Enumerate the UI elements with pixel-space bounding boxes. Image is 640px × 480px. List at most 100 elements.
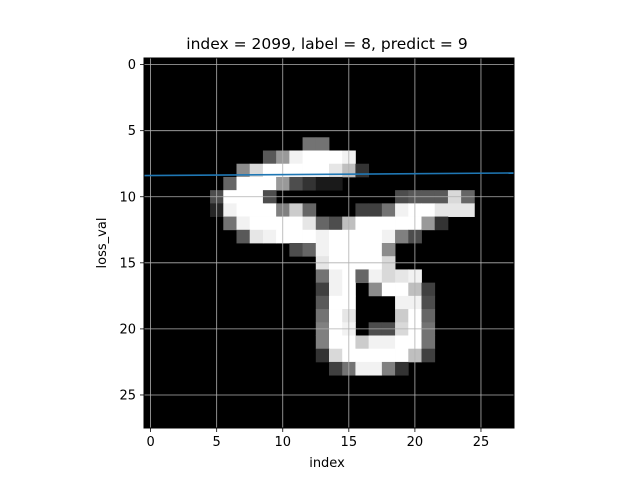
- x-tick-label: 0: [146, 435, 154, 450]
- chart-title: index = 2099, label = 8, predict = 9: [186, 35, 467, 53]
- image-pixel: [302, 163, 317, 178]
- image-pixel: [395, 229, 409, 244]
- image-pixel: [421, 348, 436, 363]
- grid-lines: [144, 58, 514, 428]
- image-pixel: [302, 176, 317, 191]
- image-pixel: [368, 361, 383, 376]
- image-pixel: [289, 229, 303, 244]
- image-pixel: [368, 269, 383, 284]
- plot-frame: [143, 57, 515, 429]
- image-pixel: [302, 203, 317, 217]
- image-pixel: [395, 216, 409, 231]
- image-pixel: [368, 216, 383, 231]
- image-pixel: [395, 361, 409, 376]
- image-pixel: [355, 203, 370, 217]
- image-pixel: [368, 282, 383, 297]
- image-pixel: [329, 229, 343, 244]
- image-pixel: [236, 216, 251, 231]
- image-pixel: [461, 203, 475, 217]
- image-pixel: [381, 282, 396, 297]
- image-pixel: [315, 229, 330, 244]
- image-pixel: [355, 243, 370, 257]
- x-tick-label: 15: [341, 435, 358, 450]
- image-pixel: [329, 163, 343, 178]
- image-pixel: [236, 176, 251, 191]
- image-pixel: [302, 137, 317, 151]
- image-pixel: [315, 335, 330, 350]
- image-pixel: [421, 335, 436, 350]
- y-tick-label: 15: [119, 256, 136, 271]
- x-tick-label: 20: [407, 435, 424, 450]
- image-pixel: [421, 309, 436, 323]
- image-pixel: [368, 335, 383, 350]
- image-pixel: [381, 269, 396, 284]
- image-pixel: [302, 243, 317, 257]
- image-pixel: [395, 203, 409, 217]
- image-pixel: [262, 216, 277, 231]
- x-axis-label: index: [309, 456, 345, 471]
- image-pixel: [249, 229, 264, 244]
- x-tick-label: 5: [213, 435, 221, 450]
- x-tick-label: 10: [274, 435, 291, 450]
- image-pixel: [302, 216, 317, 231]
- image-pixel: [329, 335, 343, 350]
- image-pixel: [315, 282, 330, 297]
- image-pixel: [315, 216, 330, 231]
- image-pixel: [302, 150, 317, 165]
- image-pixel: [315, 163, 330, 178]
- image-pixel: [302, 229, 317, 244]
- series-lines: [143, 172, 515, 177]
- image-pixel: [421, 203, 436, 217]
- image-pixel: [329, 348, 343, 363]
- image-pixel: [329, 282, 343, 297]
- image-pixel: [381, 216, 396, 231]
- image-pixel: [289, 150, 303, 165]
- image-pixel: [395, 269, 409, 284]
- image-pixel: [421, 282, 436, 297]
- image-pixel: [262, 150, 277, 165]
- x-tick-label: 25: [473, 435, 490, 450]
- image-pixel: [236, 203, 251, 217]
- y-axis: 0 5 10 15 20 25: [119, 58, 144, 403]
- image-pixel: [315, 348, 330, 363]
- image-pixel: [249, 176, 264, 191]
- image-pixel: [381, 348, 396, 363]
- image-pixel: [395, 282, 409, 297]
- y-tick-label: 20: [119, 322, 136, 337]
- image-pixel: [395, 335, 409, 350]
- image-pixel: [381, 229, 396, 244]
- y-tick-label: 10: [119, 190, 136, 205]
- image-pixel: [421, 295, 436, 310]
- image-pixel: [355, 348, 370, 363]
- image-pixel: [315, 295, 330, 310]
- image-pixel: [262, 176, 277, 191]
- image-pixel: [355, 229, 370, 244]
- image-pixel: [249, 203, 264, 217]
- image-pixel: [381, 335, 396, 350]
- image-pixel: [368, 229, 383, 244]
- image-pixel: [289, 203, 303, 217]
- image-pixel: [249, 216, 264, 231]
- image-pixel: [329, 243, 343, 257]
- image-pixel: [381, 361, 396, 376]
- image-pixel: [315, 137, 330, 151]
- image-pixel: [289, 243, 303, 257]
- image-pixel: [315, 243, 330, 257]
- image-pixel: [236, 163, 251, 178]
- image-pixel: [395, 295, 409, 310]
- x-axis: 0 5 10 15 20 25: [146, 428, 489, 450]
- image-pixel: [315, 150, 330, 165]
- image-pixel: [329, 295, 343, 310]
- image-pixel: [223, 216, 237, 231]
- y-tick-label: 5: [128, 124, 136, 139]
- image-pixel: [223, 203, 237, 217]
- image-pixel: [381, 243, 396, 257]
- y-tick-label: 0: [128, 58, 136, 73]
- image-pixel: [395, 348, 409, 363]
- image-pixel: [329, 361, 343, 376]
- image-pixel: [355, 361, 370, 376]
- image-pixel: [434, 203, 449, 217]
- image-pixel: [329, 150, 343, 165]
- image-pixel: [249, 163, 264, 178]
